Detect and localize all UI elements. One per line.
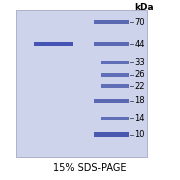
Bar xyxy=(94,20,129,24)
Bar xyxy=(94,132,129,137)
Text: 14: 14 xyxy=(134,114,145,123)
Text: 15% SDS-PAGE: 15% SDS-PAGE xyxy=(53,163,127,173)
Bar xyxy=(94,99,129,103)
Text: 26: 26 xyxy=(134,71,145,80)
Bar xyxy=(101,61,129,64)
Text: 18: 18 xyxy=(134,96,145,105)
Bar xyxy=(101,73,129,76)
Bar xyxy=(94,42,129,46)
Bar xyxy=(34,42,73,46)
Bar xyxy=(101,84,129,88)
Bar xyxy=(101,117,129,120)
Bar xyxy=(15,10,147,157)
Text: 10: 10 xyxy=(134,130,145,139)
Text: 33: 33 xyxy=(134,58,145,67)
Text: kDa: kDa xyxy=(134,3,154,12)
Text: 70: 70 xyxy=(134,17,145,26)
Text: 22: 22 xyxy=(134,82,145,91)
Text: 44: 44 xyxy=(134,40,145,49)
